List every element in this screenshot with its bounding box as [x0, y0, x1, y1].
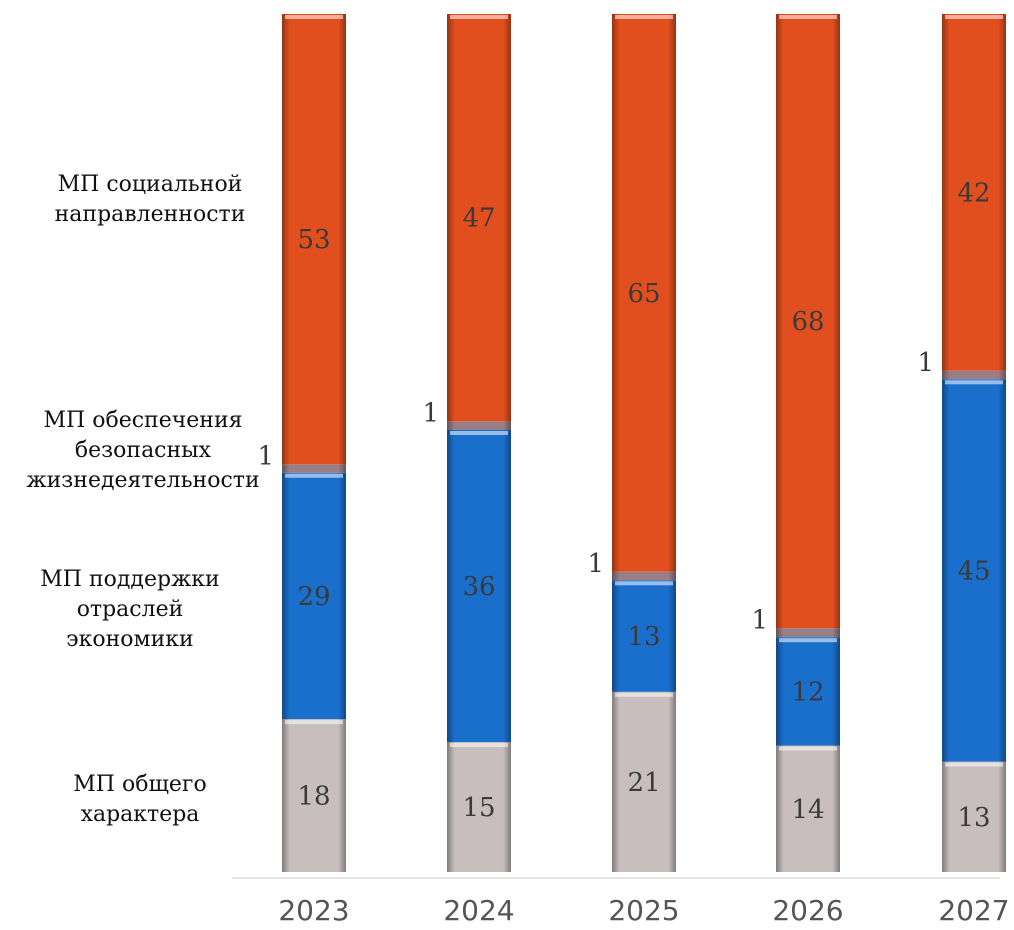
data-label: 47: [462, 204, 495, 234]
bar-segment: [942, 379, 1006, 762]
bar-segment: [282, 472, 346, 720]
bar-segment-shade: [612, 571, 676, 581]
bar-segment-shade: [776, 745, 840, 872]
bar-segment: [447, 742, 511, 872]
bar-segment: [776, 14, 840, 629]
bar-segment-highlight: [945, 15, 1003, 19]
bar-segment-highlight: [285, 15, 343, 19]
x-tick-label: 2023: [278, 894, 349, 927]
bar-segment-shade: [282, 14, 346, 465]
bar-segment: [776, 637, 840, 746]
bar-segment: [282, 719, 346, 872]
bar-segment-shade: [776, 14, 840, 629]
x-tick-label: 2027: [938, 894, 1009, 927]
bar-segment-shade: [612, 691, 676, 872]
bar-segment-highlight: [285, 720, 343, 725]
bar-segment-shade: [942, 370, 1006, 380]
bar-segment-shade: [447, 430, 511, 742]
legend-social: МП социальной направленности: [54, 172, 246, 227]
bar-segment-shade: [282, 472, 346, 720]
data-label: 1: [751, 606, 768, 636]
data-label: 29: [297, 582, 330, 612]
bar-segment-highlight: [285, 473, 343, 478]
bar-segment-shade: [282, 464, 346, 473]
data-label: 13: [957, 803, 990, 833]
legend-economy: МП поддержки отраслей экономики: [40, 567, 220, 652]
bar-segment: [282, 464, 346, 473]
data-label: 21: [627, 768, 660, 798]
bar-segment-highlight: [450, 431, 508, 435]
bar-segment-shade: [942, 14, 1006, 371]
bar-segment-highlight: [945, 762, 1003, 767]
bar-segment: [612, 14, 676, 572]
bar-segment-shade: [776, 628, 840, 638]
bar-segment-shade: [447, 421, 511, 430]
data-label: 13: [627, 622, 660, 652]
data-label: 14: [791, 795, 824, 825]
bar-segment: [776, 745, 840, 872]
bar-segment-shade: [447, 742, 511, 872]
bar-segment: [612, 580, 676, 692]
data-label: 65: [627, 279, 660, 309]
data-label: 42: [957, 178, 990, 208]
bar-segment: [612, 691, 676, 872]
legend-general: МП общего характера: [73, 772, 207, 827]
bar-segment-highlight: [615, 581, 673, 586]
bar-segment-highlight: [450, 743, 508, 747]
data-label: 36: [462, 572, 495, 602]
data-label: 45: [957, 556, 990, 586]
bar-segment: [282, 14, 346, 465]
data-label: 15: [462, 793, 495, 823]
bar-segment: [942, 370, 1006, 380]
data-label: 1: [422, 399, 439, 429]
bar-segment: [447, 430, 511, 742]
bar-segment-highlight: [945, 380, 1003, 385]
bar-segment: [612, 571, 676, 581]
bar-segment: [447, 421, 511, 430]
data-label: 1: [587, 549, 604, 579]
data-label: 12: [791, 677, 824, 707]
bar-segment: [942, 14, 1006, 371]
data-label: 1: [917, 348, 934, 378]
bar-segment-highlight: [450, 15, 508, 19]
bar-segment-highlight: [615, 692, 673, 697]
bar-segment-shade: [776, 637, 840, 746]
bar-segment-shade: [612, 580, 676, 692]
bar-segment-shade: [942, 761, 1006, 872]
bar-segment-shade: [612, 14, 676, 572]
bar-segment: [447, 14, 511, 422]
data-label: 18: [297, 782, 330, 812]
bar-segment-shade: [282, 719, 346, 872]
data-label: 53: [297, 225, 330, 255]
x-tick-label: 2026: [772, 894, 843, 927]
data-label: 1: [257, 441, 274, 471]
x-tick-label: 2024: [443, 894, 514, 927]
legend-safety: МП обеспечения безопасных жизнедеятельност…: [26, 408, 260, 493]
x-tick-label: 2025: [608, 894, 679, 927]
bar-segment-highlight: [779, 638, 837, 643]
bar-segment: [942, 761, 1006, 872]
bar-segment-highlight: [615, 15, 673, 19]
bar-segment-shade: [942, 379, 1006, 762]
bar-segment-highlight: [779, 15, 837, 19]
bar-segment-highlight: [779, 746, 837, 751]
bar-segment-shade: [447, 14, 511, 422]
bar-segment: [776, 628, 840, 638]
data-label: 68: [791, 307, 824, 337]
